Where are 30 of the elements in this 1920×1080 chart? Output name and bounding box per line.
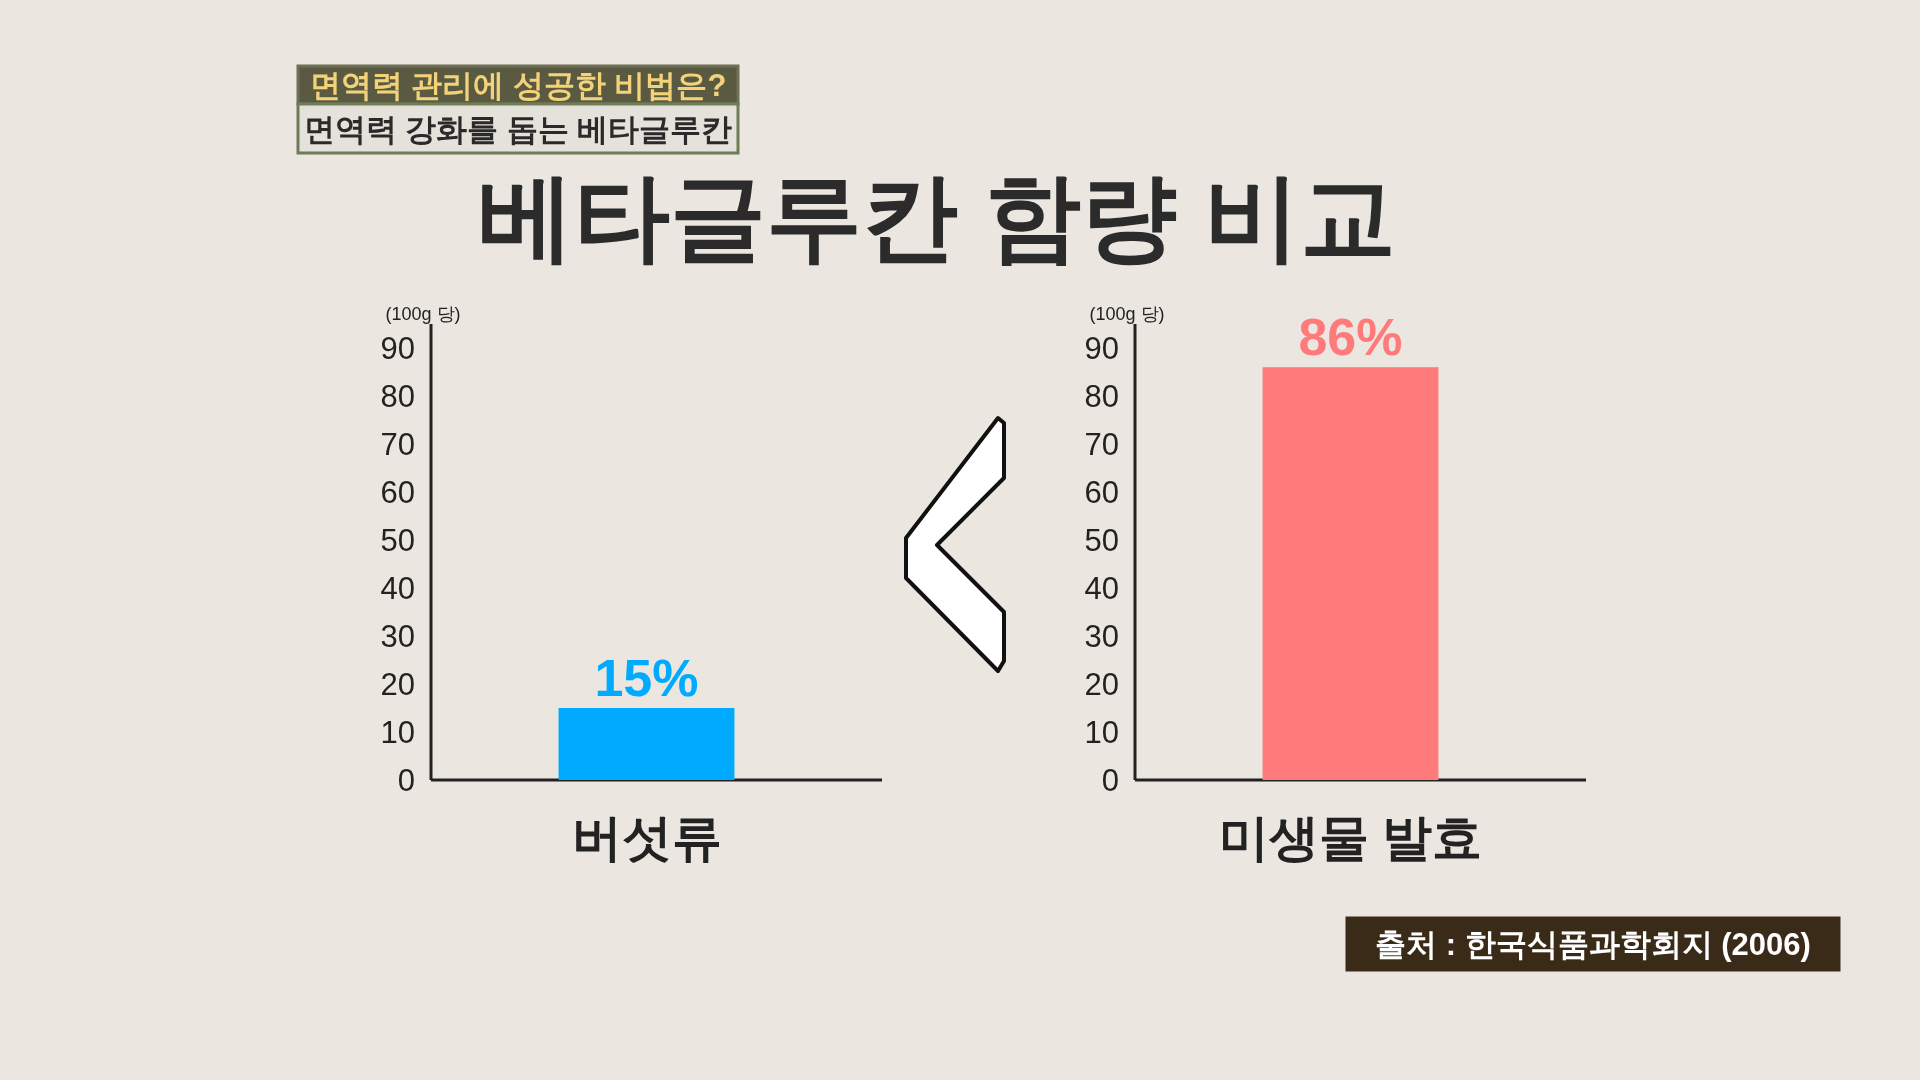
y-tick-label: 0 [1101,763,1119,798]
y-tick-label: 70 [1084,427,1119,462]
y-tick-label: 50 [1084,523,1119,558]
y-tick-label: 60 [380,475,415,510]
text: 면역력 관리에 성공한 비법은? [309,68,727,103]
y-tick-label: 10 [1084,715,1119,750]
y-tick-label: 80 [380,379,415,414]
y-tick-label: 90 [1084,331,1119,366]
y-tick-label: 80 [1084,379,1119,414]
y-tick-label: 40 [380,571,415,606]
source-note: 출처 : 한국식품과학회지 (2006) [1375,927,1811,962]
chart-title: 베타글루칸 함량 비교 [478,163,1396,270]
x-tick-label: 버섯류 [571,810,722,866]
y-tick-label: 50 [380,523,415,558]
text: 면역력 강화를 돕는 베타글루칸 [303,111,733,147]
y-tick-label: 60 [1084,475,1119,510]
y-tick-label: 40 [1084,571,1119,606]
y-tick-label: 20 [380,667,415,702]
y-tick-label: 90 [380,331,415,366]
x-tick-label: 미생물 발효 [1218,810,1483,866]
y-tick-label: 30 [1084,619,1119,654]
y-tick-label: 30 [380,619,415,654]
y-axis-title: (100g 당) [1089,304,1165,324]
y-tick-label: 10 [380,715,415,750]
y-axis-title: (100g 당) [385,304,461,324]
y-tick-label: 20 [1084,667,1119,702]
data-label: 15% [594,649,699,707]
y-tick-label: 0 [397,763,415,798]
data-label: 86% [1298,308,1403,367]
y-tick-label: 70 [380,427,415,462]
